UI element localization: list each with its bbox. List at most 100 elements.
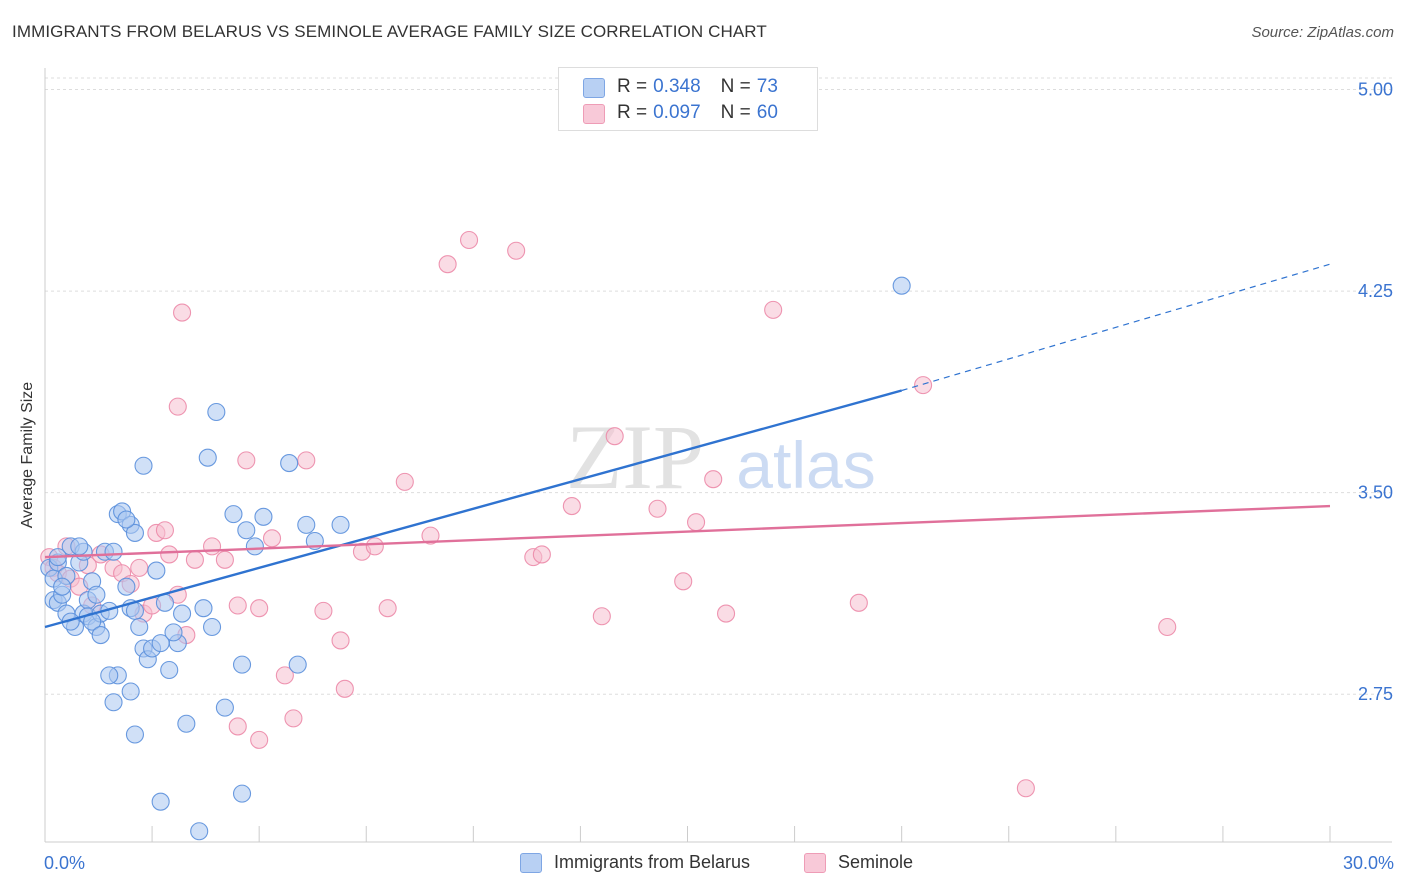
y-tick-label: 4.25	[1358, 281, 1393, 301]
trend-layer	[44, 263, 1331, 629]
chart-title: IMMIGRANTS FROM BELARUS VS SEMINOLE AVER…	[12, 22, 767, 41]
legend-r-label: R =	[617, 102, 648, 123]
legend-n-label: N =	[720, 102, 751, 123]
data-point-seminole	[378, 599, 397, 618]
data-point-seminole	[459, 230, 479, 250]
data-point-seminole	[215, 550, 234, 569]
legend-r-value: 0.348	[653, 76, 701, 97]
data-point-seminole	[297, 451, 316, 470]
data-point-belarus	[288, 655, 307, 674]
data-point-belarus	[100, 666, 119, 685]
data-point-belarus	[173, 604, 192, 623]
data-point-seminole	[203, 537, 222, 556]
data-point-seminole	[275, 666, 294, 685]
data-point-seminole	[438, 255, 457, 274]
data-point-belarus	[70, 537, 89, 556]
legend-r-label: R =	[617, 76, 648, 97]
data-point-seminole	[155, 521, 174, 540]
y-tick-label: 5.00	[1358, 80, 1393, 100]
data-point-seminole	[592, 607, 611, 626]
series-legend: Immigrants from Belarus Seminole	[0, 852, 1406, 878]
data-point-belarus	[237, 521, 256, 540]
data-point-belarus	[198, 448, 217, 467]
data-point-belarus	[232, 784, 252, 803]
data-point-seminole	[314, 601, 333, 620]
data-point-belarus	[117, 510, 136, 529]
data-point-belarus	[892, 276, 911, 295]
data-point-seminole	[262, 529, 282, 548]
legend-swatch-pink	[804, 852, 826, 873]
data-point-belarus	[203, 617, 222, 637]
data-point-belarus	[134, 456, 153, 475]
data-point-belarus	[104, 693, 123, 712]
x-tick-label-min: 0.0%	[44, 853, 85, 873]
data-point-belarus	[177, 714, 196, 733]
trendline-belarus-extension	[901, 263, 1331, 392]
data-point-seminole	[704, 470, 723, 489]
points-layer	[40, 230, 1177, 841]
legend-label-belarus: Immigrants from Belarus	[554, 852, 751, 872]
data-point-seminole	[250, 599, 269, 618]
tick-label-layer: 2.75 3.50 4.25 5.00 0.0% 30.0%	[44, 80, 1394, 874]
data-point-seminole	[716, 604, 736, 623]
data-point-seminole	[532, 545, 551, 564]
grid-layer	[45, 77, 1392, 695]
data-point-belarus	[147, 561, 166, 580]
legend-n-value: 60	[756, 102, 778, 123]
data-point-belarus	[104, 542, 123, 561]
legend-n-label: N =	[720, 76, 751, 97]
data-point-seminole	[365, 537, 384, 556]
legend-swatch-blue	[520, 852, 542, 873]
data-point-seminole	[507, 241, 526, 260]
data-point-seminole	[648, 499, 667, 518]
data-point-belarus	[121, 682, 140, 701]
data-point-belarus	[151, 792, 170, 811]
watermark-layer: ZIP atlas	[566, 406, 876, 508]
data-point-seminole	[764, 300, 783, 319]
legend-n-value: 73	[756, 76, 778, 97]
data-point-seminole	[228, 717, 247, 736]
data-point-seminole	[168, 397, 187, 416]
data-point-seminole	[185, 550, 204, 569]
y-tick-label: 3.50	[1358, 483, 1393, 503]
watermark-atlas: atlas	[736, 428, 875, 502]
data-point-belarus	[207, 402, 226, 422]
correlation-legend: R = 0.348 N = 73 R = 0.097 N = 60	[558, 67, 818, 131]
data-point-seminole	[562, 497, 581, 516]
data-point-belarus	[224, 505, 243, 524]
data-point-belarus	[331, 515, 350, 534]
data-point-seminole	[331, 631, 350, 650]
data-point-seminole	[237, 451, 256, 470]
data-point-belarus	[194, 599, 213, 618]
data-point-belarus	[245, 537, 264, 556]
data-point-seminole	[849, 593, 868, 612]
data-point-seminole	[687, 513, 706, 532]
legend-swatch-pink	[583, 104, 605, 124]
data-point-belarus	[130, 617, 149, 637]
data-point-seminole	[1016, 779, 1035, 798]
data-point-seminole	[335, 679, 354, 698]
axis-layer	[44, 68, 1392, 843]
data-point-belarus	[190, 822, 209, 841]
data-point-belarus	[125, 523, 144, 542]
data-point-belarus	[215, 698, 234, 717]
data-point-belarus	[297, 515, 316, 534]
data-point-belarus	[155, 593, 174, 612]
data-point-seminole	[674, 572, 693, 591]
data-point-seminole	[173, 303, 192, 322]
legend-r-value: 0.097	[653, 102, 701, 123]
x-tick-label-max: 30.0%	[1343, 853, 1394, 873]
data-point-belarus	[164, 623, 183, 642]
data-point-seminole	[914, 376, 933, 395]
trendline-belarus	[44, 389, 902, 629]
legend-row-belarus: R = 0.348 N = 73	[583, 75, 778, 99]
legend-item-belarus[interactable]: Immigrants from Belarus	[520, 852, 750, 873]
data-point-seminole	[395, 472, 414, 491]
data-point-seminole	[605, 427, 624, 446]
data-point-belarus	[160, 660, 179, 680]
data-point-belarus	[254, 507, 273, 526]
trendline-seminole	[44, 504, 1331, 559]
data-point-seminole	[1158, 617, 1177, 637]
legend-item-seminole[interactable]: Seminole	[804, 852, 913, 873]
